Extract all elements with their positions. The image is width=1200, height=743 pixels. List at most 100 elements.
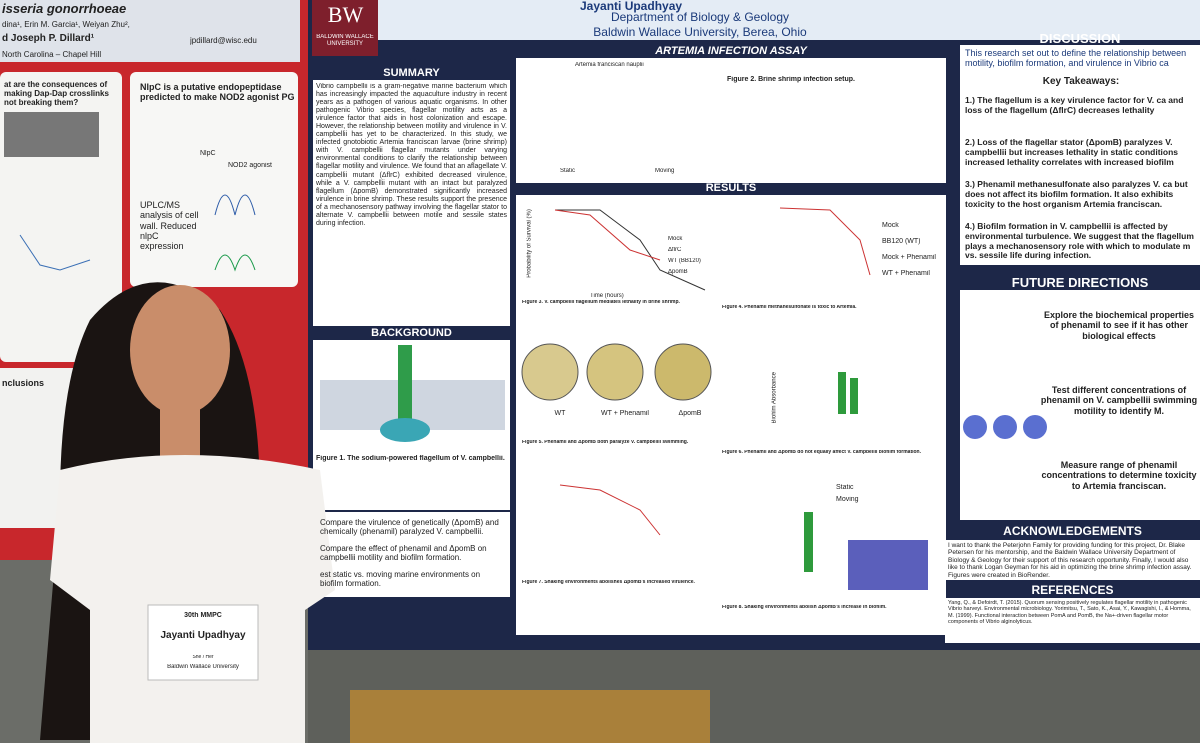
logo	[312, 0, 378, 56]
caption: Figure 1. The sodium-powered flagellum o…	[316, 455, 505, 462]
graph-line	[19, 234, 91, 271]
icon	[1023, 415, 1047, 439]
flagellum	[398, 345, 412, 420]
author: Jayanti Upadhyay	[580, 0, 683, 13]
text: Vibrio campbellii is a gram-negative mar…	[316, 83, 507, 227]
event: 30th MMPC	[184, 612, 222, 619]
item: 2.) Loss of the flagellar stator (ΔpomB)…	[965, 138, 1179, 167]
nlpc-title: NlpC is a putative endopeptidase predict…	[140, 82, 295, 103]
heading: DISCUSSION	[1039, 32, 1121, 46]
item: Test different concentrations of phenami…	[1040, 385, 1198, 416]
badge	[147, 604, 259, 681]
panel	[313, 66, 510, 326]
department: Department of Biology & Geology	[610, 11, 790, 24]
plate	[654, 343, 712, 401]
panel	[130, 72, 298, 287]
panel	[516, 58, 946, 183]
item: WT + Phenamil	[882, 270, 930, 277]
heading: SUMMARY	[383, 67, 440, 79]
item: Mock + Phenamil	[882, 254, 936, 261]
affiliation: North Carolina – Chapel Hill	[2, 50, 102, 59]
uplc: UPLC/MS analysis of cell wall. Reduced n…	[140, 200, 199, 252]
plate	[586, 343, 644, 401]
biofilm-label: Biofilm Absorbance	[771, 372, 778, 424]
title-fragment: isseria gonorrhoeae	[2, 2, 127, 16]
moving: Moving	[655, 168, 675, 174]
item: d Joseph P. Dillard¹	[2, 33, 95, 44]
panel	[960, 290, 1200, 520]
item: Mock	[668, 236, 683, 242]
conclusions: nclusions	[2, 378, 45, 388]
item: Static	[836, 484, 854, 491]
bar	[838, 372, 846, 414]
panel	[313, 512, 510, 597]
nod2-label: NOD2 agonist	[228, 162, 272, 169]
item: 4.) Biofilm formation in V. campbellii i…	[965, 222, 1194, 261]
logo-sub: BALDWIN WALLACE UNIVERSITY	[316, 34, 374, 47]
bar	[804, 512, 813, 572]
caption7: Figure 7. Shaking environments abolishes…	[522, 580, 695, 585]
x-label: Time (hours)	[590, 293, 624, 299]
name: Jayanti Upadhyay	[160, 630, 246, 641]
chromatogram	[214, 194, 256, 216]
caption: Figure 2. Brine shrimp infection setup.	[727, 76, 855, 83]
item: WT (BB120)	[668, 258, 701, 264]
well-plate	[848, 540, 928, 590]
item: Mock	[882, 222, 899, 229]
item: WT + Phenamil	[601, 410, 649, 417]
poster-header	[378, 0, 1200, 40]
curve	[555, 209, 706, 291]
heading: RESULTS	[705, 182, 757, 194]
heading: BACKGROUND	[371, 327, 452, 339]
blouse	[50, 455, 335, 743]
item: Measure range of phenamil concentrations…	[1041, 460, 1197, 491]
item: WT	[554, 410, 566, 417]
caption4: Figure 4. Phenamil methanesulfonate is t…	[722, 305, 857, 310]
heading: ACKNOWLEDGEMENTS	[1003, 525, 1142, 538]
subheading: Key Takeaways:	[1042, 76, 1120, 87]
item: dina¹, Erin M. Garcia¹, Weiyan Zhu²,	[2, 20, 130, 29]
heading: ARTEMIA INFECTION ASSAY	[655, 45, 807, 57]
heading: FUTURE DIRECTIONS	[1011, 276, 1149, 290]
caption3: Figure 3. V. campbellii flagellum mediat…	[522, 300, 680, 305]
panel	[945, 598, 1200, 643]
heading: REFERENCES	[1031, 584, 1114, 597]
icon	[963, 415, 987, 439]
item: Compare the effect of phenamil and ΔpomB…	[320, 544, 487, 563]
motor	[380, 418, 430, 442]
item: ΔpomB	[678, 410, 702, 417]
heading-bar	[313, 66, 510, 80]
email: jpdillard@wisc.edu	[190, 36, 257, 45]
neck	[160, 400, 200, 460]
item: Compare the virulence of genetically (Δp…	[320, 518, 499, 537]
micrograph	[4, 112, 99, 157]
heading: AIMS	[397, 499, 426, 511]
question: at are the consequences of making Dap-Da…	[4, 80, 109, 108]
item: est static vs. moving marine environment…	[320, 570, 481, 589]
item: Explore the biochemical properties of ph…	[1043, 310, 1195, 341]
caption5: Figure 5. Phenamil and ΔpomB both paraly…	[522, 440, 689, 445]
item: 1.) The flagellum is a key virulence fac…	[965, 96, 1184, 115]
panel	[945, 540, 1200, 580]
intro: This research set out to define the rela…	[965, 48, 1187, 69]
curve	[779, 207, 871, 276]
text: Yang, Q., & Defoirdt, T. (2015). Quorum …	[948, 600, 1191, 625]
caption8: Figure 8. Shaking environments abolish Δ…	[722, 605, 887, 610]
bar	[850, 378, 858, 414]
plate	[521, 343, 579, 401]
curve	[559, 484, 661, 536]
university: Baldwin Wallace University, Berea, Ohio	[593, 26, 807, 39]
chromatogram	[214, 254, 256, 272]
nlpc-label: NlpC	[200, 150, 216, 157]
left-header	[0, 0, 300, 62]
school: Baldwin Wallace University	[167, 664, 239, 670]
text: I want to thank the Peterjohn Family for…	[948, 542, 1192, 579]
table	[350, 690, 710, 743]
item: ΔflrC	[668, 247, 682, 253]
panel	[960, 45, 1200, 265]
caption6: Figure 6. Phenamil and ΔpomB do not equa…	[722, 450, 921, 455]
pronouns: She / Her	[192, 655, 214, 660]
item: 3.) Phenamil methanesulfonate also paral…	[965, 180, 1188, 209]
icon	[993, 415, 1017, 439]
